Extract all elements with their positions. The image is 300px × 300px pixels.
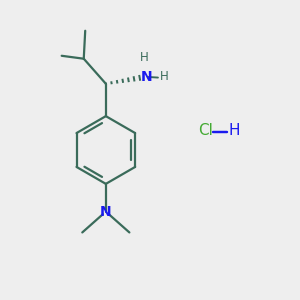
Text: N: N [141, 70, 153, 84]
Text: H: H [160, 70, 169, 83]
Text: N: N [100, 205, 112, 219]
Text: H: H [228, 123, 239, 138]
Text: H: H [140, 51, 149, 64]
Text: Cl: Cl [199, 123, 214, 138]
